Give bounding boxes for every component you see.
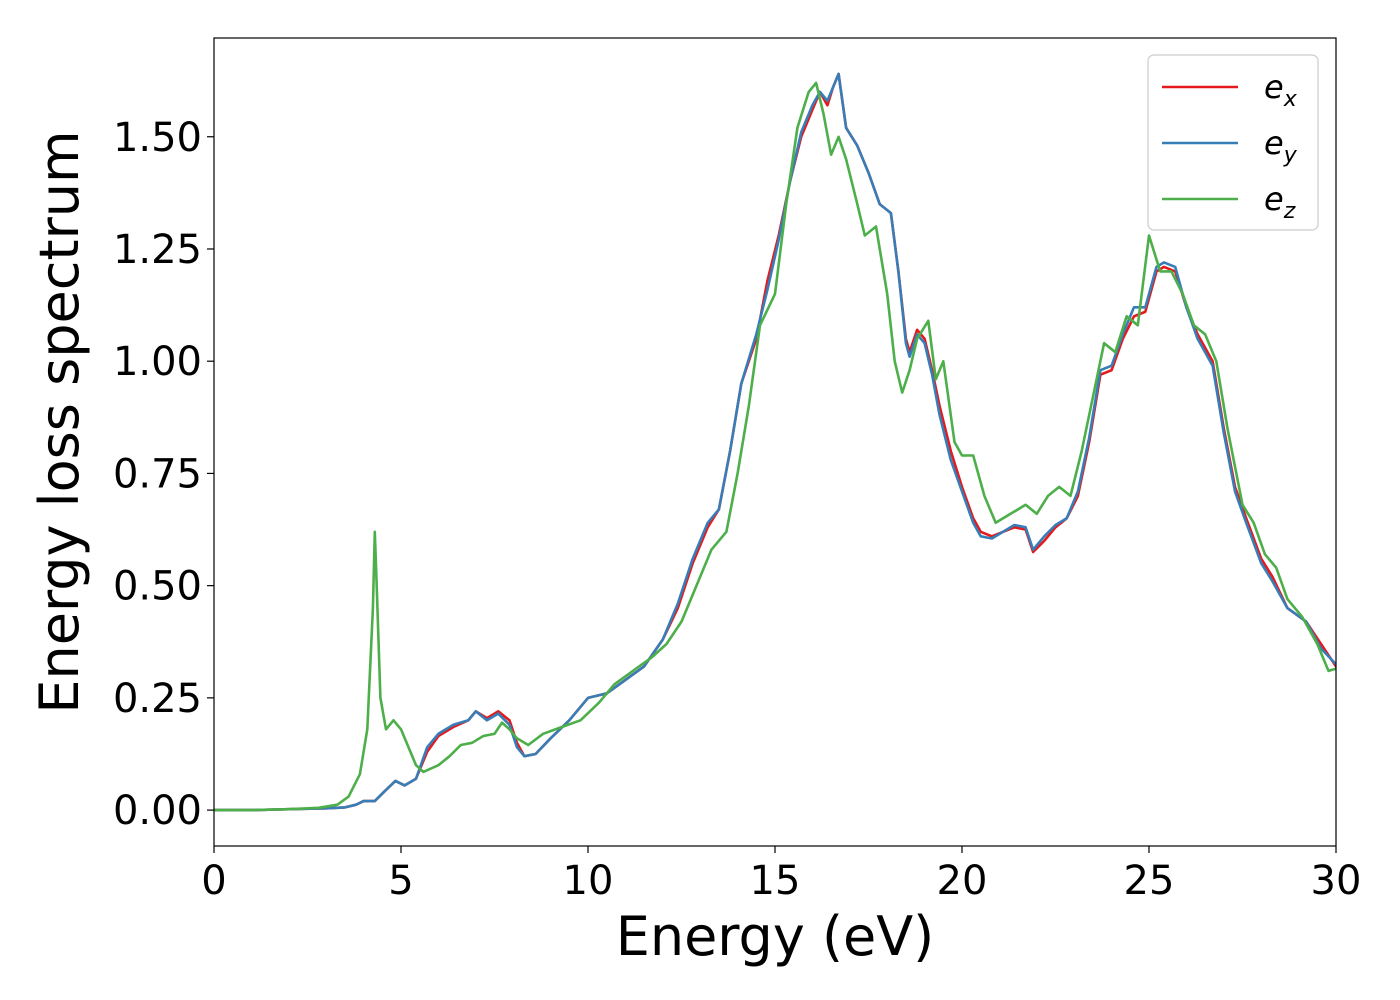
y-tick-label: 0.50 [113, 564, 202, 610]
legend-label-subscript: x [1283, 87, 1298, 112]
x-tick-label: 20 [937, 858, 988, 904]
x-tick-label: 10 [563, 858, 614, 904]
y-axis-label: Energy loss spectrum [28, 130, 91, 713]
legend-label-y: ey [1264, 124, 1298, 168]
y-tick-label: 1.00 [113, 339, 202, 385]
legend-label-base: e [1264, 68, 1284, 106]
y-tick-label: 0.00 [113, 788, 202, 834]
legend-label-x: ex [1264, 68, 1298, 112]
x-axis-label: Energy (eV) [616, 905, 935, 968]
x-tick-label: 30 [1311, 858, 1362, 904]
x-tick-label: 25 [1124, 858, 1175, 904]
legend-label-z: ez [1264, 180, 1296, 224]
y-axis: 0.00 0.25 0.50 0.75 1.00 1.25 1.50 [113, 115, 214, 834]
series-line-z [214, 81, 1336, 812]
y-tick-label: 0.75 [113, 451, 202, 497]
legend-label-subscript: z [1283, 199, 1296, 224]
x-axis: 0 5 10 15 20 25 30 [201, 846, 1361, 904]
series-layer [214, 72, 1336, 812]
x-tick-label: 0 [201, 858, 226, 904]
y-tick-label: 1.25 [113, 227, 202, 273]
y-tick-label: 1.50 [113, 115, 202, 161]
x-tick-label: 5 [388, 858, 413, 904]
y-tick-label: 0.25 [113, 676, 202, 722]
x-tick-label: 15 [750, 858, 801, 904]
legend-label-base: e [1264, 180, 1284, 218]
legend-label-subscript: y [1283, 143, 1298, 168]
series-line-y [214, 72, 1336, 812]
legend-label-base: e [1264, 124, 1284, 162]
